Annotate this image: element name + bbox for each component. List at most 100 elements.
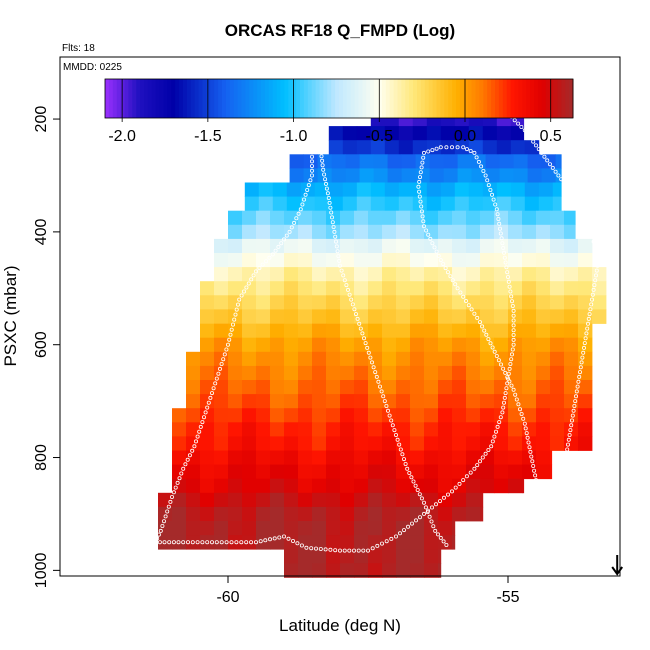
flight-track-point [309,149,314,154]
heatmap-cell [412,182,428,197]
heatmap-cell [438,563,442,578]
heatmap-cell [424,295,439,310]
flight-track-point [505,381,510,386]
arrow-head [611,566,624,576]
heatmap-cell [466,267,481,282]
heatmap-cell [466,238,481,254]
heatmap-cell [228,365,243,381]
flight-track-point [489,444,494,449]
heatmap-cell [242,309,257,324]
flight-track-point [411,479,416,484]
flight-track-point [574,394,579,399]
heatmap-cell [536,380,551,395]
heatmap-cell [522,281,537,296]
flight-track-point [491,197,496,202]
heatmap-cell [200,436,215,451]
heatmap-cell [536,394,551,409]
flight-track-point [435,532,440,537]
heatmap-cell [424,323,439,339]
heatmap-cell [298,309,313,324]
flight-track-point [270,252,275,257]
flight-track-point [501,250,506,255]
flight-track-point [369,360,374,365]
heatmap-cell [550,323,565,339]
flight-track-point [361,548,366,553]
heatmap-cell [536,408,551,423]
heatmap-cell [538,196,554,212]
flight-track-point [501,245,506,250]
flight-track-point [594,268,599,273]
heatmap-cell [396,492,411,508]
flight-track-point [306,183,311,188]
colorbar-tick-label: -2.0 [108,128,136,145]
heatmap-cell [354,394,369,409]
heatmap-cell [578,309,593,324]
heatmap-cell [466,478,481,494]
heatmap-cell [228,464,243,480]
heatmap-cell [382,309,397,324]
flight-track-point [235,302,240,307]
heatmap-cell [508,422,523,437]
heatmap-cell [494,281,509,296]
heatmap-cell [396,394,411,409]
flight-track-point [564,452,569,457]
heatmap-cell [424,224,439,240]
flight-track-point [389,418,394,423]
heatmap-cell [564,267,579,282]
flight-track-point [548,162,553,167]
heatmap-cell [340,563,355,578]
heatmap-cell [452,238,467,254]
heatmap-cell [242,365,257,381]
flight-track-point [445,492,450,497]
heatmap-cell [384,196,400,212]
flight-track-point [214,376,219,381]
flight-track-point [483,451,488,456]
heatmap-cell [340,394,355,409]
heatmap-cell [214,450,229,465]
heatmap-cell [466,408,481,423]
heatmap-cell [256,309,271,324]
heatmap-cell [410,535,425,550]
heatmap-cell [172,464,187,480]
flight-track-point [309,173,314,178]
flight-track-point [300,202,305,207]
flight-track-point [328,547,333,552]
flight-track-point [318,547,323,552]
heatmap-cell [368,224,383,240]
flight-track-point [405,524,410,529]
flight-track-point [593,278,598,283]
flight-track-point [213,381,218,386]
heatmap-cell [410,492,425,508]
flight-track-point [565,447,570,452]
flight-track-point [503,260,508,265]
colorbar-segment [288,79,293,118]
heatmap-cell [242,224,257,240]
heatmap-cell [312,281,327,296]
heatmap-cell [482,182,498,197]
colorbar-segment [354,79,359,118]
flight-track-point [534,478,539,483]
flight-track-point [401,528,406,533]
heatmap-cell [340,422,355,437]
flight-track-point [267,537,272,542]
heatmap-cell [494,337,509,353]
flight-track-point [253,540,258,545]
heatmap-cell [272,182,288,197]
heatmap-cell [340,238,355,254]
heatmap-cell [494,478,509,494]
heatmap-cell [200,506,215,522]
heatmap-cell [496,126,512,141]
heatmap-cell [214,394,229,409]
flight-track-point [573,195,578,200]
heatmap-cell [438,549,442,564]
colorbar-segment [456,79,461,118]
heatmap-cell [438,337,453,353]
heatmap-cell [340,521,355,536]
heatmap-cell [298,563,313,578]
heatmap-cell [270,210,285,226]
flight-track-point [171,490,176,495]
heatmap-cell [270,464,285,480]
flight-track-point [586,321,591,326]
heatmap-cell [494,323,509,339]
flight-track-point [193,439,198,444]
